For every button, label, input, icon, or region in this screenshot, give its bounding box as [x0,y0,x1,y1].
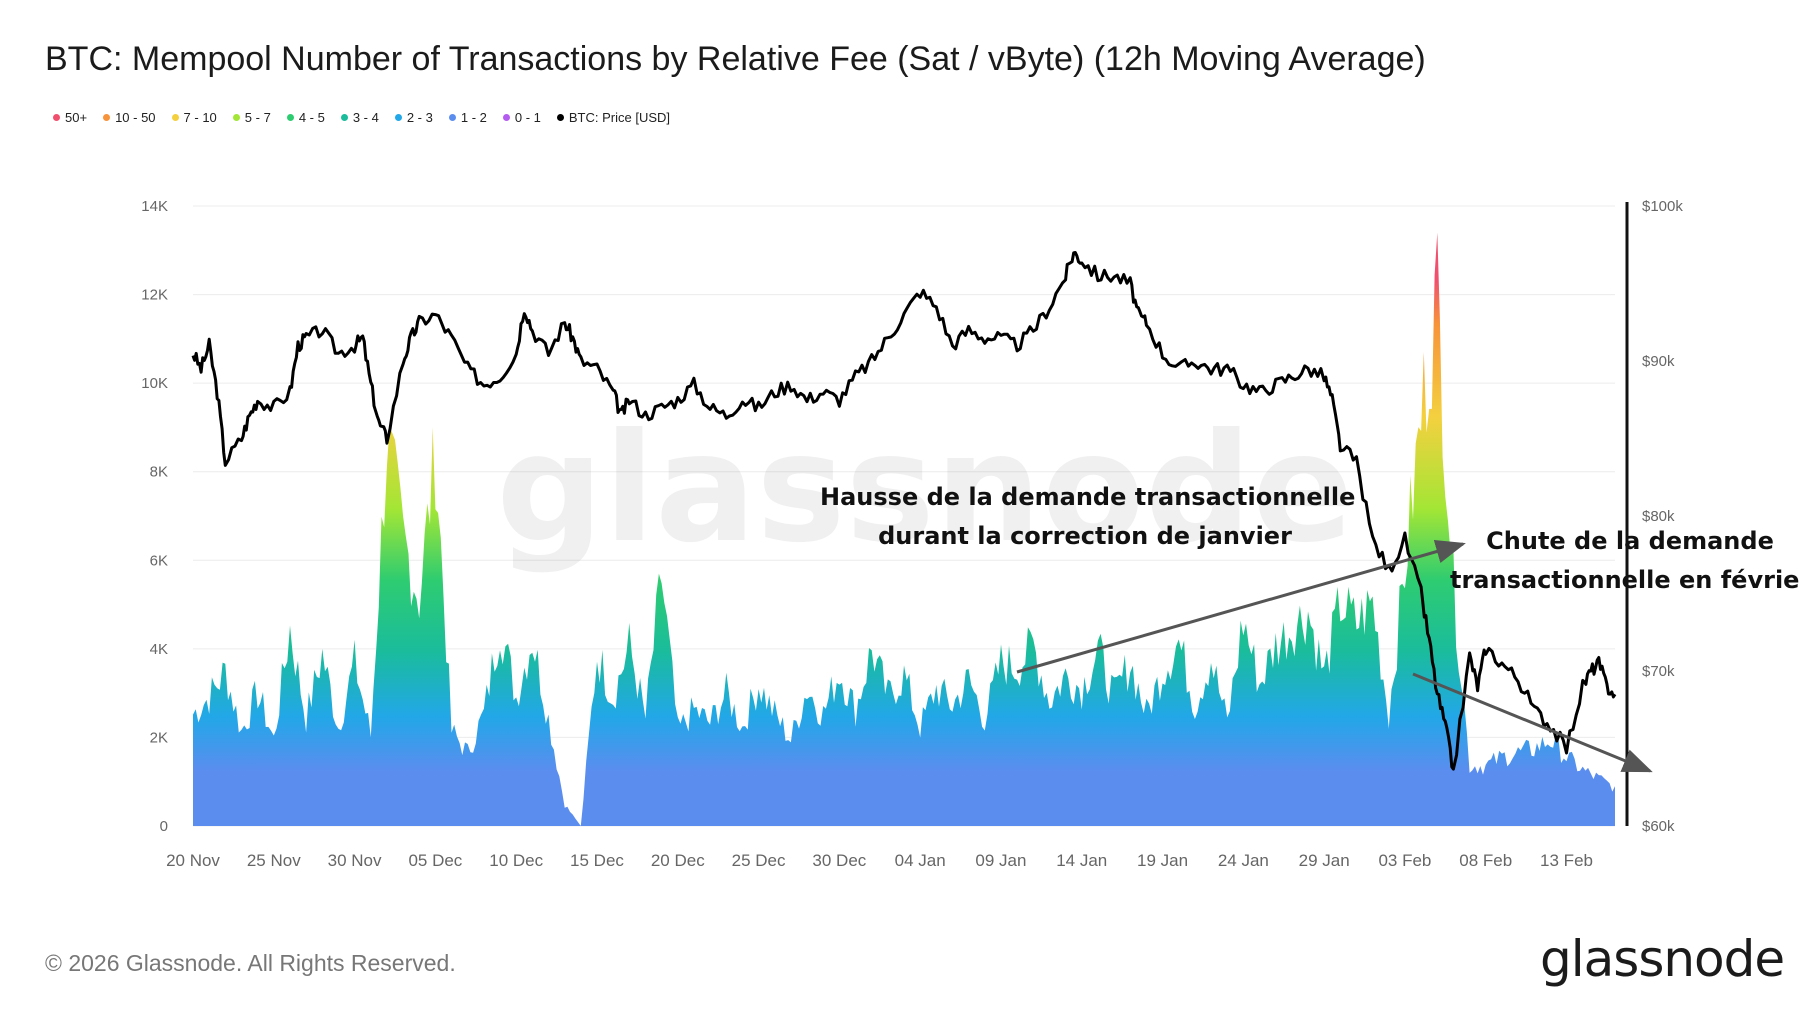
x-tick-label: 24 Jan [1218,851,1269,870]
legend-label: 50+ [65,110,88,125]
legend-dot-icon [286,114,294,121]
x-tick-label: 13 Feb [1540,851,1593,870]
legend-label: 4 - 5 [298,110,325,125]
x-tick-label: 20 Dec [651,851,705,870]
legend-label: 3 - 4 [352,110,379,125]
y-axis-left: 0 2K 4K 6K 8K 10K 12K 14K [141,198,168,835]
x-tick-label: 15 Dec [570,851,624,870]
x-tick-label: 03 Feb [1378,851,1431,870]
x-axis: 20 Nov 25 Nov 30 Nov 05 Dec 10 Dec 15 Dec 20 D… [166,851,1593,870]
mempool-area-series [193,232,1615,827]
y-right-tick-label: $70k [1642,663,1675,680]
fall-arrow [1412,672,1653,773]
y-right-tick-label: $60k [1642,818,1675,835]
y-right-tick-label: $100k [1642,198,1683,215]
legend-dot-icon [502,114,510,121]
y-right-tick-label: $80k [1642,508,1675,525]
y-left-tick-label: 10K [141,375,168,392]
legend-item-2-3[interactable]: 2 - 3 [394,110,433,125]
y-axis-right: $60k $70k $80k $90k $100k [1642,198,1683,835]
legend-item-4-5[interactable]: 4 - 5 [286,110,325,125]
legend-item-1-2[interactable]: 1 - 2 [448,110,487,125]
legend-dot-icon [232,114,240,121]
legend-label: 5 - 7 [244,110,271,125]
legend-label: 10 - 50 [115,110,156,125]
x-tick-label: 30 Dec [812,851,866,870]
y-left-tick-label: 6K [150,552,168,569]
legend-label: 7 - 10 [183,110,217,125]
glassnode-logo: glassnode [1540,930,1785,988]
y-left-tick-label: 8K [150,464,168,481]
y-left-tick-label: 0 [160,818,168,835]
annotation-rise-line2: durant la correction de janvier [878,522,1292,550]
legend-item-5-7[interactable]: 5 - 7 [232,110,271,125]
legend-label: 1 - 2 [460,110,487,125]
legend-label: BTC: Price [USD] [568,110,671,125]
x-tick-label: 25 Nov [247,851,301,870]
annotation-rise: Hausse de la demande transactionnelle du… [820,478,1356,556]
legend-item-50-plus[interactable]: 50+ [53,110,87,125]
y-left-tick-label: 12K [141,287,168,304]
annotation-rise-line1: Hausse de la demande transactionnelle [820,483,1356,511]
x-tick-label: 30 Nov [328,851,382,870]
y-left-tick-label: 14K [141,198,168,215]
legend-dot-icon [171,114,179,121]
annotation-fall-line1: Chute de la demande [1486,527,1774,555]
x-tick-label: 10 Dec [489,851,543,870]
annotation-fall: Chute de la demande transactionnelle en … [1450,522,1800,600]
legend-dot-icon [53,114,60,121]
x-tick-label: 19 Jan [1137,851,1188,870]
copyright-text: © 2026 Glassnode. All Rights Reserved. [45,950,456,976]
watermark: glassnode [496,402,1354,576]
legend-dot-icon [340,114,348,121]
chart-title: BTC: Mempool Number of Transactions by R… [45,40,1426,78]
x-tick-label: 09 Jan [975,851,1026,870]
annotation-fall-line2: transactionnelle en février [1450,566,1800,594]
x-tick-label: 08 Feb [1459,851,1512,870]
x-tick-label: 05 Dec [408,851,462,870]
x-tick-label: 29 Jan [1299,851,1350,870]
y-right-tick-label: $90k [1642,353,1675,370]
legend-dot-icon [556,114,564,121]
btc-price-series [191,251,1617,771]
x-tick-label: 04 Jan [895,851,946,870]
legend-item-7-10[interactable]: 7 - 10 [171,110,217,125]
legend-item-10-50[interactable]: 10 - 50 [103,110,156,125]
legend-item-3-4[interactable]: 3 - 4 [340,110,379,125]
legend-dot-icon [103,114,111,121]
x-tick-label: 25 Dec [732,851,786,870]
legend-item-btc-price[interactable]: BTC: Price [USD] [556,110,671,125]
legend-item-0-1[interactable]: 0 - 1 [502,110,541,125]
legend: 50+ 10 - 50 7 - 10 5 - 7 4 - 5 3 - 4 2 -… [53,110,670,125]
legend-dot-icon [448,114,456,121]
y-left-tick-label: 2K [150,729,168,746]
x-tick-label: 20 Nov [166,851,220,870]
x-tick-label: 14 Jan [1056,851,1107,870]
legend-label: 0 - 1 [514,110,541,125]
rise-arrow [1016,539,1466,674]
legend-label: 2 - 3 [406,110,433,125]
y-left-tick-label: 4K [150,641,168,658]
legend-dot-icon [394,114,402,121]
